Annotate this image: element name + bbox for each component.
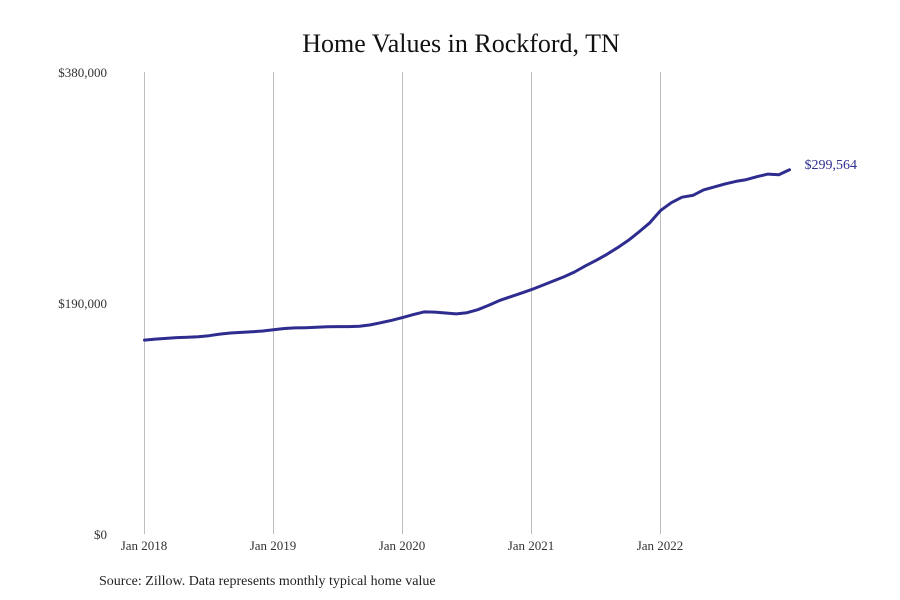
y-axis-labels: $380,000 $190,000 $0 — [58, 65, 107, 542]
chart-title: Home Values in Rockford, TN — [302, 29, 620, 58]
x-tick-label: Jan 2018 — [121, 538, 168, 553]
grid-lines — [144, 72, 661, 534]
x-axis-labels: Jan 2018 Jan 2019 Jan 2020 Jan 2021 Jan … — [121, 538, 684, 553]
home-value-line — [143, 168, 791, 342]
x-tick-label: Jan 2021 — [508, 538, 555, 553]
x-tick-label: Jan 2020 — [379, 538, 426, 553]
x-tick-label: Jan 2022 — [637, 538, 684, 553]
y-tick-label: $380,000 — [58, 65, 107, 80]
x-tick-label: Jan 2019 — [250, 538, 297, 553]
source-note: Source: Zillow. Data represents monthly … — [99, 574, 436, 589]
latest-value-label: $299,564 — [805, 158, 858, 173]
y-tick-label: $0 — [94, 527, 107, 542]
y-tick-label: $190,000 — [58, 296, 107, 311]
